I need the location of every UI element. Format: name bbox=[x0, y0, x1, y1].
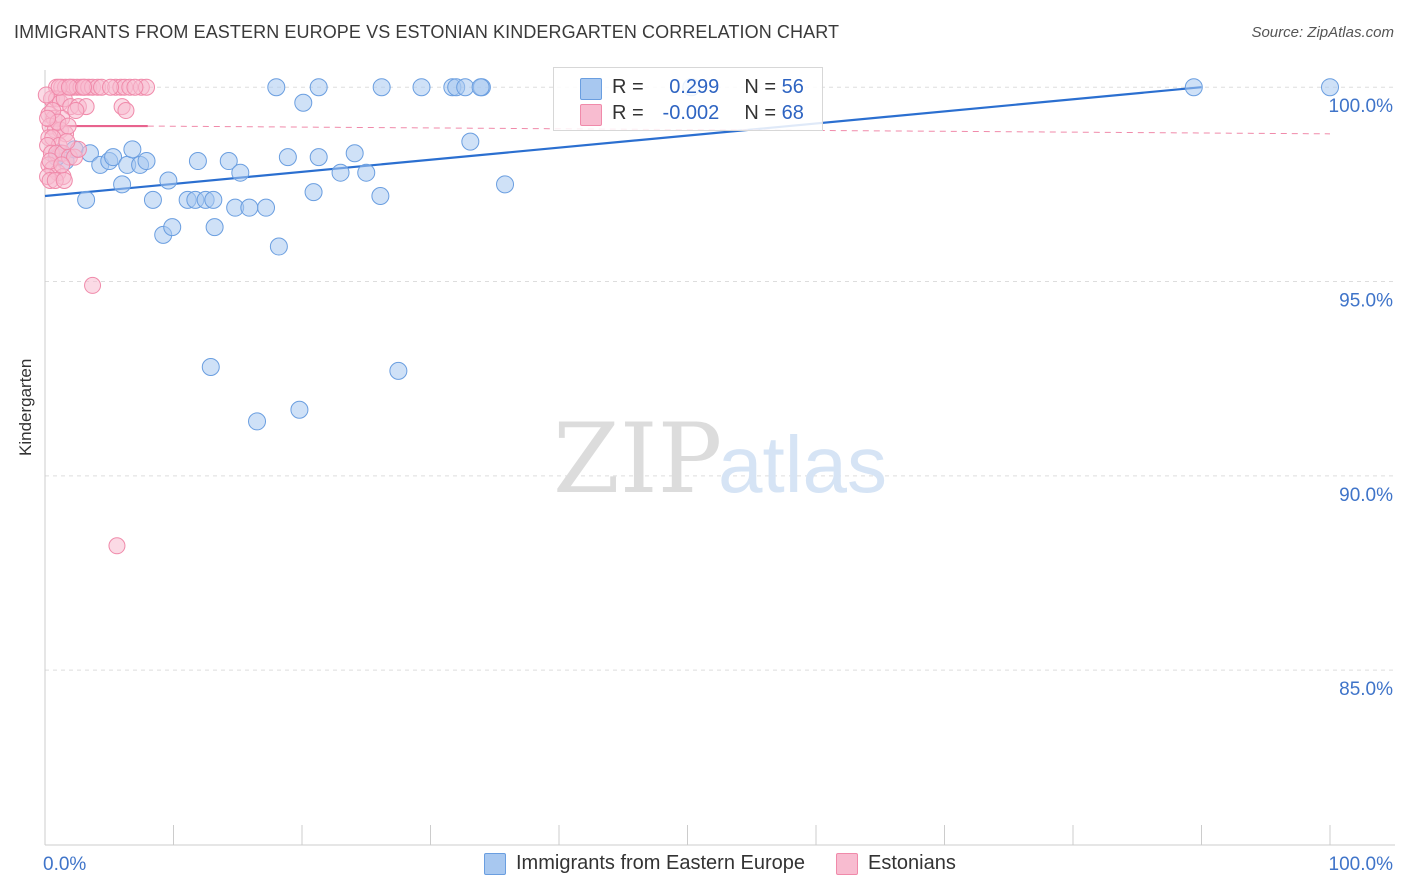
point-eastern-europe bbox=[113, 175, 132, 194]
point-eastern-europe bbox=[456, 78, 475, 97]
point-eastern-europe bbox=[231, 163, 250, 182]
point-eastern-europe bbox=[1321, 78, 1339, 97]
legend-swatch-blue bbox=[484, 853, 506, 875]
point-eastern-europe bbox=[309, 78, 328, 97]
y-tick-label: 85.0% bbox=[1339, 679, 1393, 700]
point-eastern-europe bbox=[143, 190, 162, 209]
x-tick-label: 100.0% bbox=[1329, 854, 1394, 875]
x-tick-label: 0.0% bbox=[43, 854, 86, 875]
point-eastern-europe bbox=[104, 148, 123, 167]
point-eastern-europe bbox=[188, 152, 207, 171]
point-eastern-europe bbox=[201, 358, 220, 377]
point-eastern-europe bbox=[371, 187, 390, 206]
data-points bbox=[37, 78, 1339, 555]
point-estonians bbox=[39, 109, 57, 127]
point-estonians bbox=[108, 537, 126, 555]
legend-r-label: R = bbox=[612, 76, 644, 98]
legend-swatch-pink bbox=[580, 104, 602, 126]
point-estonians bbox=[102, 78, 120, 96]
point-eastern-europe bbox=[294, 93, 313, 112]
point-eastern-europe bbox=[345, 144, 364, 163]
point-eastern-europe bbox=[331, 163, 350, 182]
point-estonians bbox=[59, 117, 77, 135]
point-eastern-europe bbox=[248, 412, 267, 431]
point-eastern-europe bbox=[123, 140, 142, 159]
point-eastern-europe bbox=[163, 218, 182, 237]
point-eastern-europe bbox=[471, 78, 490, 97]
y-tick-label: 100.0% bbox=[1329, 96, 1394, 117]
point-eastern-europe bbox=[290, 400, 309, 419]
point-eastern-europe bbox=[357, 163, 376, 182]
legend-n-value: 68 bbox=[781, 102, 804, 124]
point-eastern-europe bbox=[219, 152, 238, 171]
point-estonians bbox=[84, 276, 102, 294]
legend-label: Immigrants from Eastern Europe bbox=[516, 852, 805, 874]
source-credit: Source: ZipAtlas.com bbox=[1251, 24, 1394, 41]
legend-swatch-blue bbox=[580, 78, 602, 100]
point-estonians bbox=[60, 78, 78, 96]
point-eastern-europe bbox=[389, 361, 408, 380]
y-tick-label: 95.0% bbox=[1339, 291, 1393, 312]
point-estonians bbox=[53, 156, 71, 174]
point-estonians bbox=[126, 78, 144, 96]
axes bbox=[44, 70, 1395, 846]
point-eastern-europe bbox=[269, 237, 288, 256]
series-legend: Immigrants from Eastern Europe Estonians bbox=[0, 852, 1406, 878]
point-eastern-europe bbox=[204, 190, 223, 209]
point-estonians bbox=[75, 78, 93, 96]
legend-label: Estonians bbox=[868, 852, 956, 874]
legend-r-value: -0.002 bbox=[662, 102, 720, 124]
point-estonians bbox=[37, 86, 55, 104]
point-estonians bbox=[117, 102, 135, 120]
point-estonians bbox=[67, 102, 85, 120]
y-axis-label: Kindergarten bbox=[16, 358, 35, 456]
point-eastern-europe bbox=[1184, 78, 1203, 97]
point-eastern-europe bbox=[304, 183, 323, 202]
watermark-atlas: atlas bbox=[718, 420, 887, 509]
point-eastern-europe bbox=[257, 198, 276, 217]
legend-n-label: N = bbox=[744, 76, 777, 98]
point-estonians bbox=[58, 133, 76, 151]
point-eastern-europe bbox=[496, 175, 515, 194]
chart-title: IMMIGRANTS FROM EASTERN EUROPE VS ESTONI… bbox=[14, 22, 840, 42]
point-eastern-europe bbox=[267, 78, 286, 97]
y-tick-label: 90.0% bbox=[1339, 485, 1393, 506]
point-eastern-europe bbox=[278, 148, 297, 167]
legend-n-label: N = bbox=[744, 102, 777, 124]
point-eastern-europe bbox=[77, 190, 96, 209]
legend-swatch-pink bbox=[836, 853, 858, 875]
point-eastern-europe bbox=[240, 198, 259, 217]
watermark-zip: ZIP bbox=[553, 403, 722, 515]
correlation-legend: R = 0.299 N = 56 R = -0.002 N = 68 bbox=[553, 67, 823, 131]
point-eastern-europe bbox=[137, 152, 156, 171]
point-eastern-europe bbox=[309, 148, 328, 167]
point-estonians bbox=[55, 171, 73, 189]
point-eastern-europe bbox=[159, 171, 178, 190]
tick-labels: 100.0% 95.0% 90.0% 85.0% 0.0% 100.0% bbox=[43, 96, 1393, 875]
legend-n-value: 56 bbox=[781, 76, 804, 98]
point-eastern-europe bbox=[205, 218, 224, 237]
point-eastern-europe bbox=[372, 78, 391, 97]
legend-r-value: 0.299 bbox=[669, 76, 720, 98]
legend-r-label: R = bbox=[612, 102, 644, 124]
point-eastern-europe bbox=[461, 132, 480, 151]
point-eastern-europe bbox=[412, 78, 431, 97]
